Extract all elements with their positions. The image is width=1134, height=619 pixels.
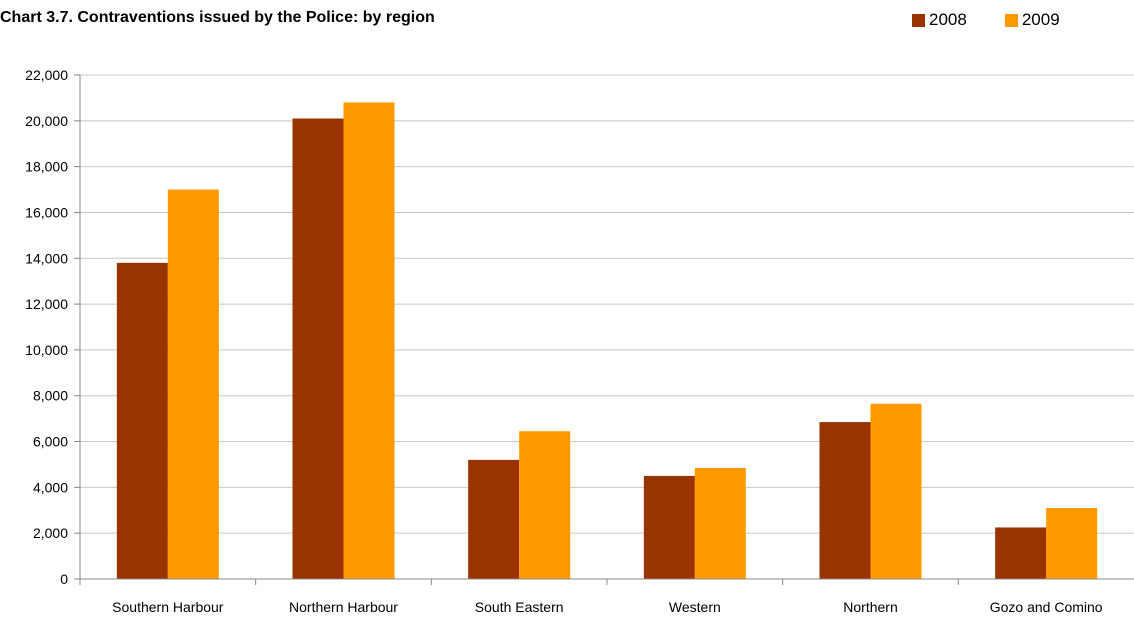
y-tick-label: 14,000 [25, 250, 68, 266]
bar-2009-gozo-and-comino [1046, 507, 1098, 579]
legend-item-2008: 2008 [912, 10, 967, 30]
bar-2008-northern [819, 422, 871, 579]
bar-2009-southern-harbour [167, 189, 219, 579]
x-category-label: Gozo and Comino [990, 599, 1103, 615]
legend-label-2008: 2008 [929, 10, 967, 29]
y-tick-label: 22,000 [25, 67, 68, 83]
bar-2009-northern-harbour [343, 102, 395, 579]
x-category-label: South Eastern [475, 599, 564, 615]
x-category-label: Northern [843, 599, 897, 615]
x-category-label: Western [669, 599, 721, 615]
y-tick-label: 12,000 [25, 296, 68, 312]
x-category-label: Northern Harbour [289, 599, 398, 615]
legend: 2008 2009 [912, 10, 1060, 30]
bar-2008-southern-harbour [116, 262, 168, 579]
bar-2008-south-eastern [468, 459, 520, 579]
y-tick-label: 18,000 [25, 159, 68, 175]
y-tick-label: 10,000 [25, 342, 68, 358]
legend-swatch-2009 [1004, 13, 1018, 27]
legend-swatch-2008 [912, 13, 925, 27]
legend-item-2009: 2009 [1004, 10, 1060, 30]
bar-2008-northern-harbour [292, 118, 344, 579]
y-tick-label: 0 [60, 571, 68, 587]
y-tick-label: 2,000 [33, 525, 68, 541]
bar-2009-western [694, 467, 746, 579]
y-tick-label: 20,000 [25, 113, 68, 129]
bar-2009-south-eastern [519, 431, 571, 579]
bar-2008-gozo-and-comino [995, 527, 1047, 579]
chart-title: Chart 3.7. Contraventions issued by the … [0, 9, 435, 26]
bar-2009-northern [870, 403, 922, 579]
y-tick-label: 8,000 [33, 388, 68, 404]
y-tick-label: 16,000 [25, 204, 68, 220]
y-tick-label: 6,000 [33, 434, 68, 450]
x-category-label: Southern Harbour [112, 599, 224, 615]
legend-label-2009: 2009 [1021, 10, 1060, 29]
y-tick-label: 4,000 [33, 479, 68, 495]
bar-2008-western [643, 475, 695, 579]
